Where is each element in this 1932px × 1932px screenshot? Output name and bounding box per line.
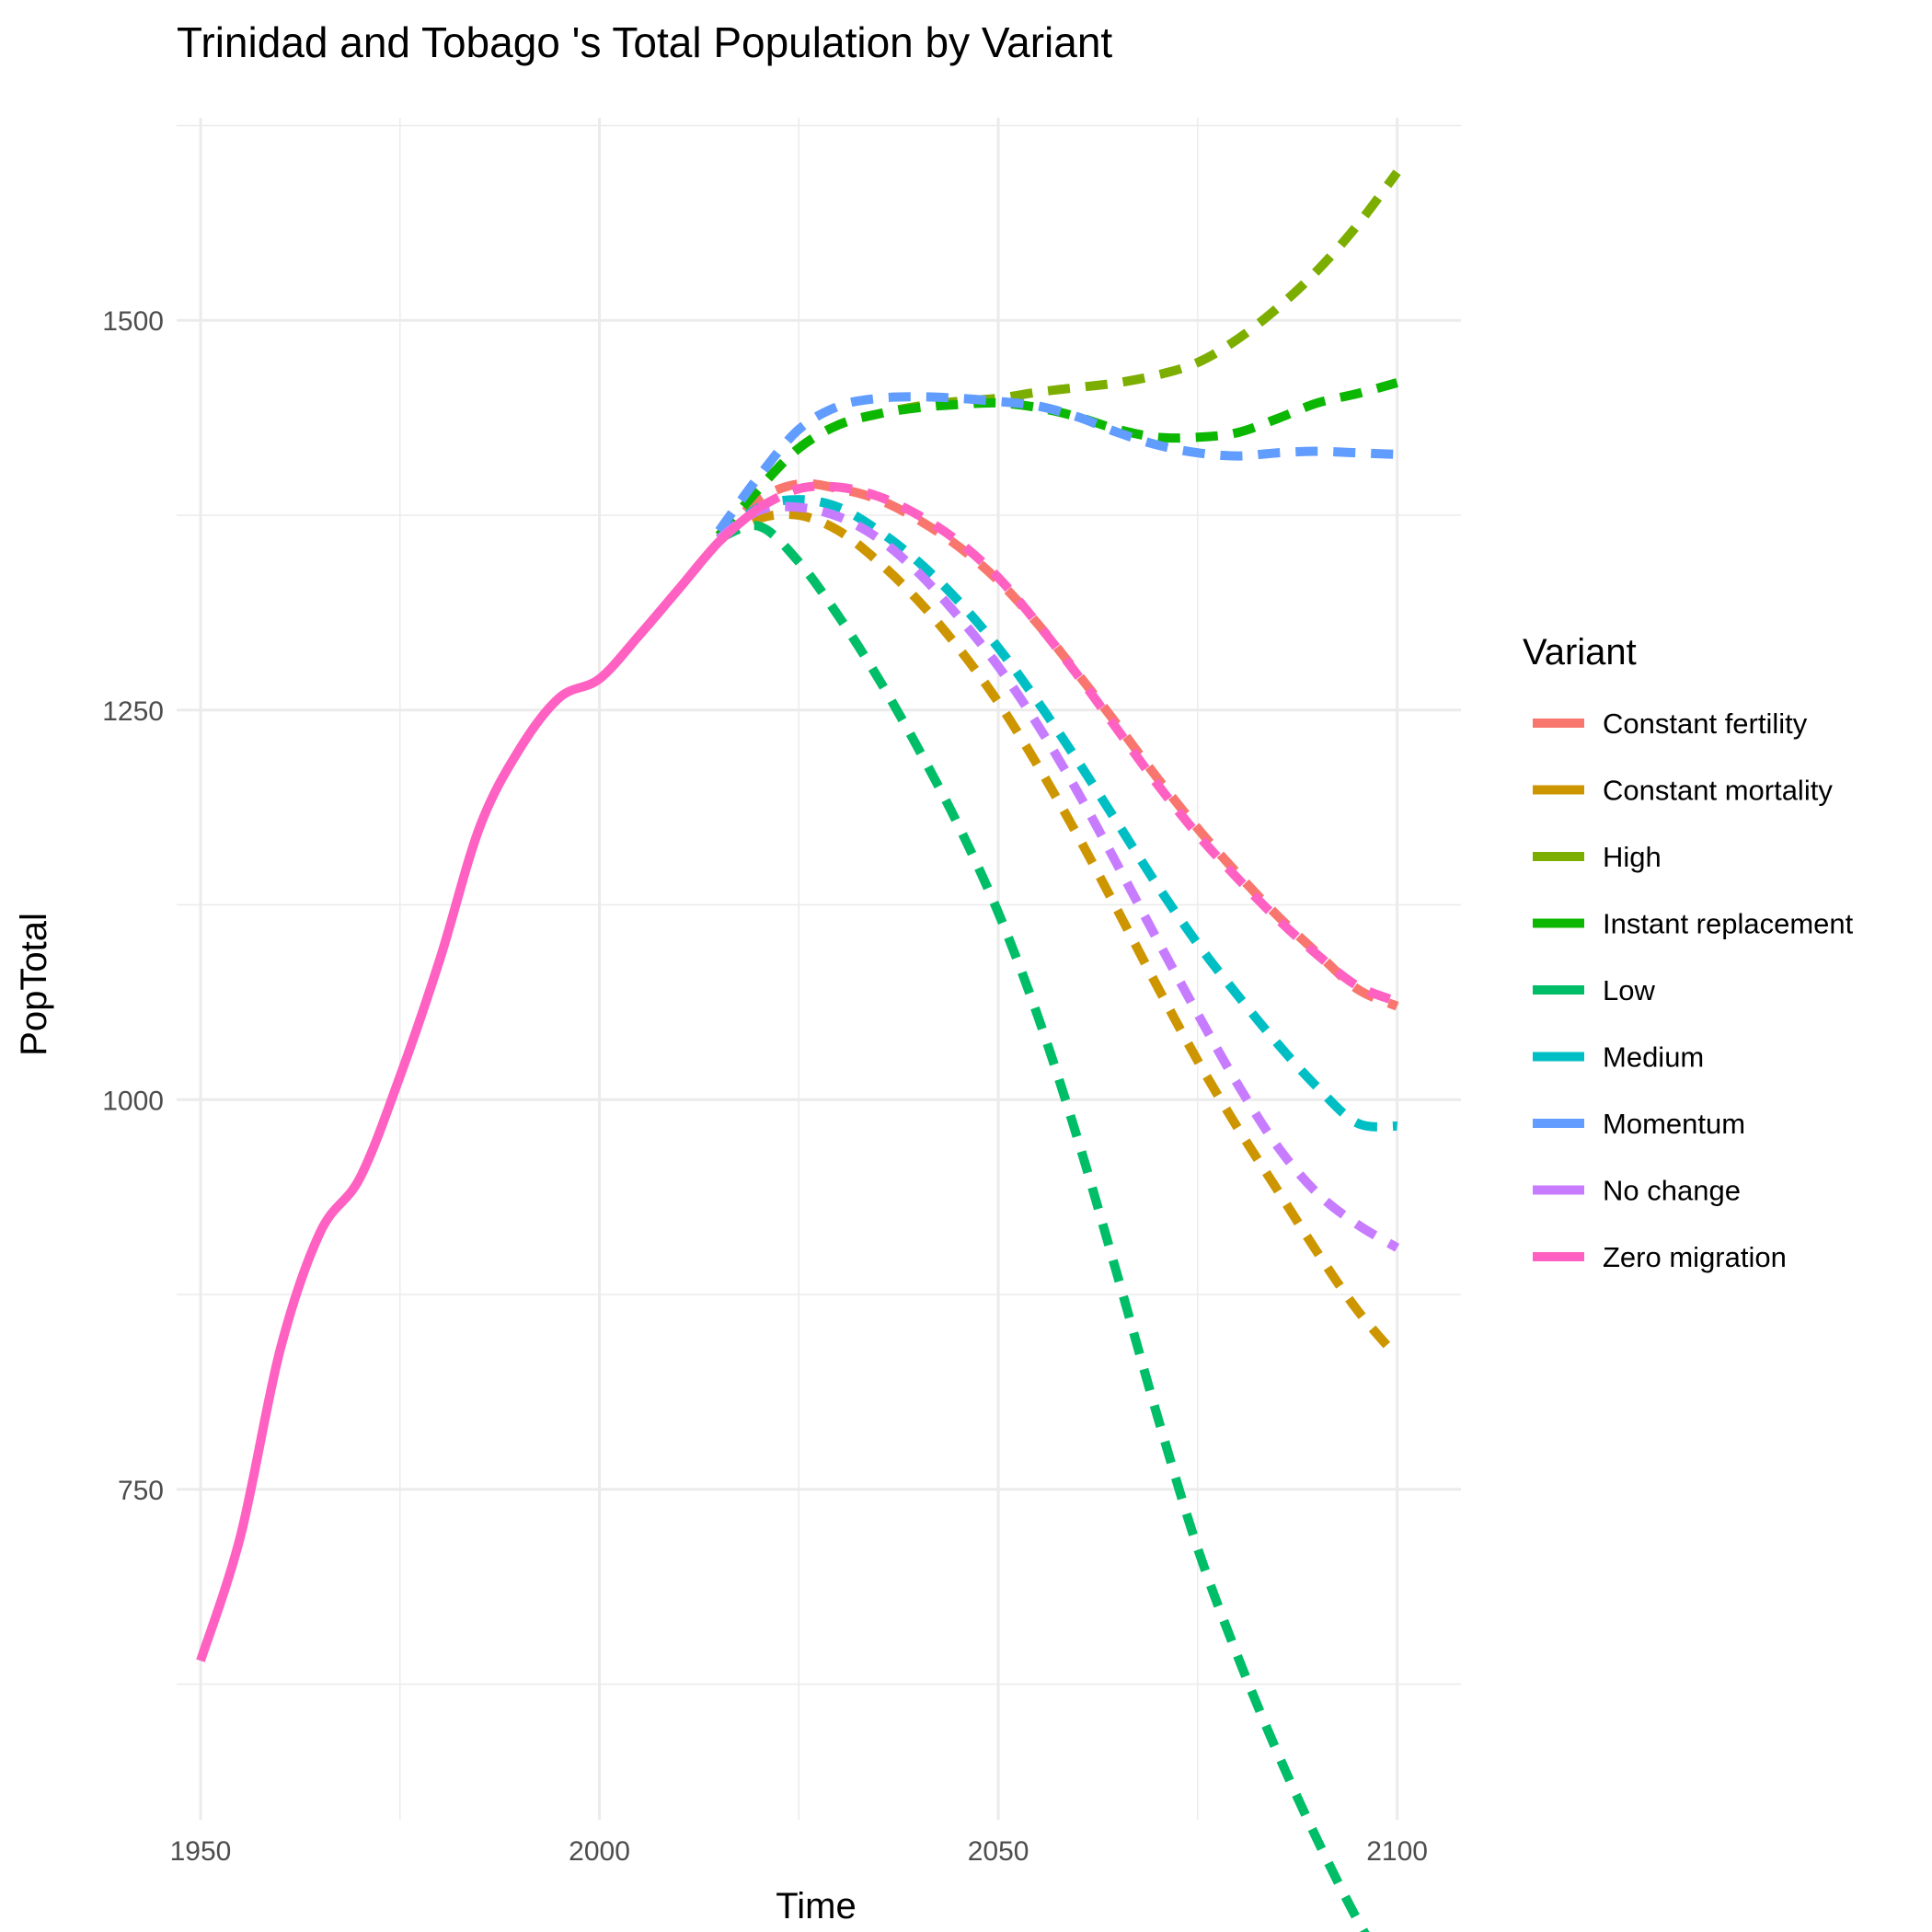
legend-label-zero-migration: Zero migration (1603, 1241, 1787, 1273)
chart-title: Trinidad and Tobago 's Total Population … (177, 18, 1112, 66)
series-line-low-projection (717, 521, 1370, 1932)
legend-label-medium: Medium (1603, 1041, 1704, 1074)
grid-layer (177, 118, 1461, 1820)
x-tick-label: 2000 (569, 1836, 630, 1867)
legend-label-high: High (1603, 841, 1662, 873)
series-layer (196, 169, 1401, 1932)
series-line-medium-projection (716, 495, 1398, 1132)
series-line-zero-migration-history (196, 503, 763, 1662)
series-line-constant-mortality-projection (717, 509, 1401, 1361)
x-axis-title: Time (776, 1886, 856, 1926)
y-axis-title: PopTotal (14, 913, 54, 1056)
legend-label-instant-replacement: Instant replacement (1603, 908, 1854, 940)
series-line-no-change-projection (716, 501, 1400, 1252)
series-line-momentum-projection (715, 392, 1397, 534)
x-tick-label: 2100 (1366, 1836, 1428, 1867)
legend-label-constant-mortality: Constant mortality (1603, 775, 1833, 807)
legend-label-momentum: Momentum (1603, 1108, 1745, 1140)
x-tick-label: 2050 (968, 1836, 1029, 1867)
legend-title: Variant (1523, 632, 1637, 673)
y-tick-label: 750 (118, 1476, 164, 1506)
y-tick-label: 1500 (102, 306, 164, 337)
series-line-instant-replacement-projection (715, 378, 1398, 539)
legend-label-low: Low (1603, 974, 1655, 1006)
x-tick-label: 1950 (170, 1836, 232, 1867)
series-line-zero-migration-projection (756, 481, 1399, 1006)
legend-label-constant-fertility: Constant fertility (1603, 707, 1808, 740)
tick-layer: 1950 2000 2050 2100 750 1000 1250 1500 (102, 306, 1428, 1867)
legend-items: Constant fertility Constant mortality High… (1533, 707, 1854, 1273)
series-line-constant-fertility-projection (716, 478, 1399, 1011)
y-tick-label: 1000 (102, 1086, 164, 1116)
legend: Variant Constant fertility Constant morta… (1523, 632, 1854, 1273)
legend-label-no-change: No change (1603, 1175, 1741, 1207)
y-tick-label: 1250 (102, 696, 164, 727)
